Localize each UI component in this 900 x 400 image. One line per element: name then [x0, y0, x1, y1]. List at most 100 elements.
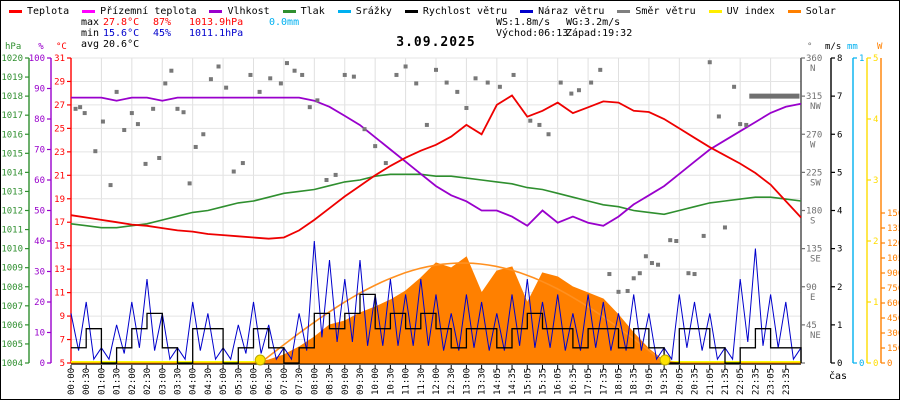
svg-text:70: 70 — [34, 146, 45, 156]
svg-text:7: 7 — [837, 92, 842, 102]
legend-item: Náraz větru — [520, 6, 604, 17]
svg-text:5: 5 — [60, 359, 65, 369]
sun-times-row: Východ:06:13Západ:19:32 — [496, 28, 632, 39]
svg-text:hPa: hPa — [5, 42, 21, 52]
svg-text:4: 4 — [873, 115, 878, 125]
legend-swatch-icon — [520, 10, 534, 13]
svg-text:23:35: 23:35 — [782, 368, 792, 395]
legend-label: Srážky — [355, 6, 392, 17]
svg-text:29: 29 — [54, 77, 65, 87]
svg-text:22:05: 22:05 — [736, 368, 746, 395]
legend-swatch-icon — [9, 10, 22, 13]
svg-text:mm: mm — [847, 42, 858, 52]
svg-text:SW: SW — [810, 178, 821, 188]
svg-text:600: 600 — [887, 299, 899, 309]
legend-swatch-icon — [337, 10, 351, 13]
svg-text:27: 27 — [54, 101, 65, 111]
sunrise-time: Východ:06:13 — [496, 28, 569, 39]
svg-text:50: 50 — [34, 207, 45, 217]
svg-text:5: 5 — [837, 168, 842, 178]
svg-text:1: 1 — [873, 298, 878, 308]
min-pressure: 1011.1hPa — [189, 28, 244, 39]
svg-text:300: 300 — [887, 329, 899, 339]
svg-text:N: N — [810, 64, 815, 74]
svg-text:03:30: 03:30 — [173, 368, 183, 395]
legend-label: Náraz větru — [538, 6, 605, 17]
svg-text:1015: 1015 — [1, 149, 23, 159]
svg-text:1004: 1004 — [1, 359, 23, 369]
wind-stats-row: WS:1.8m/s WG:3.2m/s — [496, 17, 632, 28]
legend-item: Tlak — [282, 6, 325, 17]
svg-text:NE: NE — [810, 331, 821, 341]
svg-text:10:00: 10:00 — [371, 368, 381, 395]
stats-max-row: max 27.8°C 87% 1013.9hPa 0.0mm — [81, 17, 299, 28]
svg-text:20:35: 20:35 — [691, 368, 701, 395]
legend-label: Teplota — [27, 6, 70, 17]
min-temp: 15.6°C — [103, 28, 140, 39]
svg-text:1: 1 — [859, 54, 864, 64]
svg-text:W: W — [877, 42, 883, 52]
svg-text:03:00: 03:00 — [158, 368, 168, 395]
humidity-line — [71, 96, 802, 227]
wind-gust-stat: WG:3.2m/s — [566, 17, 621, 28]
legend-label: Vlhkost — [227, 6, 270, 17]
svg-text:1350: 1350 — [887, 224, 899, 234]
svg-text:04:30: 04:30 — [204, 368, 214, 395]
legend-swatch-icon — [617, 10, 631, 13]
legend-item: UV index — [708, 6, 775, 17]
svg-text:5: 5 — [873, 54, 878, 64]
svg-text:1019: 1019 — [1, 73, 23, 83]
svg-text:19:05: 19:05 — [645, 368, 655, 395]
svg-text:1200: 1200 — [887, 239, 899, 249]
svg-text:07:00: 07:00 — [280, 368, 290, 395]
legend-item: Solar — [787, 6, 836, 17]
svg-text:m/s: m/s — [825, 42, 841, 52]
svg-text:1010: 1010 — [1, 245, 23, 255]
legend-label: Solar — [805, 6, 836, 17]
svg-text:0: 0 — [873, 359, 878, 369]
legend-swatch-icon — [787, 10, 801, 13]
svg-text:02:00: 02:00 — [128, 368, 138, 395]
svg-text:17: 17 — [54, 218, 65, 228]
svg-text:11: 11 — [54, 289, 65, 299]
svg-text:05:00: 05:00 — [219, 368, 229, 395]
solar-area — [71, 256, 801, 364]
pressure-line — [70, 173, 802, 229]
svg-text:°: ° — [807, 42, 812, 52]
svg-text:14:05: 14:05 — [493, 368, 503, 395]
svg-text:270: 270 — [806, 130, 822, 140]
svg-text:10: 10 — [34, 329, 45, 339]
left-axes: 1004100510061007100810091010101110121013… — [1, 42, 72, 369]
svg-text:900: 900 — [887, 269, 899, 279]
legend-item: Směr větru — [617, 6, 696, 17]
legend-item: Srážky — [337, 6, 392, 17]
svg-text:1011: 1011 — [1, 226, 23, 236]
right-axes: 360N315NW270W225SW180S135SE90E45NE012345… — [800, 42, 899, 369]
svg-text:15:35: 15:35 — [538, 368, 548, 395]
svg-text:01:00: 01:00 — [97, 368, 107, 395]
svg-text:40: 40 — [34, 237, 45, 247]
svg-text:12:30: 12:30 — [447, 368, 457, 395]
svg-text:1009: 1009 — [1, 264, 23, 274]
svg-text:°C: °C — [56, 42, 67, 52]
legend-swatch-icon — [708, 10, 722, 13]
svg-text:6: 6 — [837, 130, 842, 140]
svg-text:E: E — [810, 293, 815, 303]
svg-text:06:30: 06:30 — [265, 368, 275, 395]
svg-text:1017: 1017 — [1, 111, 23, 121]
svg-text:1018: 1018 — [1, 92, 23, 102]
sunrise-marker-icon — [254, 354, 266, 366]
svg-text:14:35: 14:35 — [508, 368, 518, 395]
svg-text:W: W — [810, 140, 816, 150]
svg-text:0: 0 — [837, 359, 842, 369]
svg-text:19:35: 19:35 — [660, 368, 670, 395]
svg-text:3: 3 — [873, 176, 878, 186]
svg-text:1: 1 — [837, 321, 842, 331]
svg-text:11:30: 11:30 — [417, 368, 427, 395]
x-axis: 00:00 00:30 01:00 01:30 02:00 02:30 03:00 03:30… — [67, 363, 847, 395]
svg-text:17:35: 17:35 — [599, 368, 609, 395]
svg-text:100: 100 — [29, 54, 45, 64]
svg-text:1014: 1014 — [1, 168, 23, 178]
svg-text:1050: 1050 — [887, 254, 899, 264]
